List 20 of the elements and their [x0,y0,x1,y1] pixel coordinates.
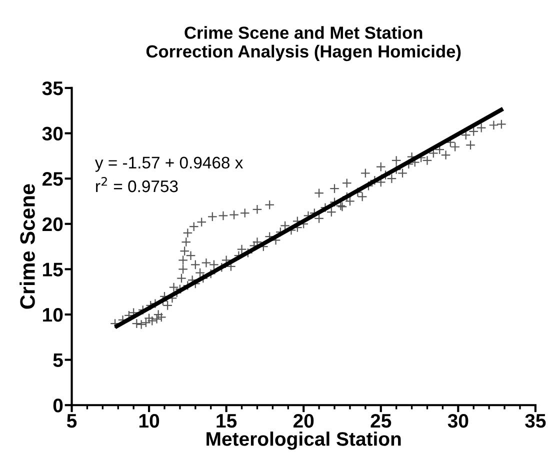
y-tick-label: 15 [43,262,63,276]
y-tick-label: 10 [43,308,63,322]
x-tick-label: 35 [525,414,546,428]
y-tick-label: 5 [53,353,63,368]
y-tick-label: 25 [42,172,63,186]
y-tick-label: 20 [42,217,63,232]
y-tick-label: 0 [53,398,63,412]
x-axis-title: Meterological Station [206,432,401,450]
y-axis-title: Crime Scene [20,184,35,309]
y-tick-label: 35 [42,81,63,96]
x-tick-label: 5 [66,414,77,428]
x-tick-label: 30 [448,414,468,428]
annotation: r$^{2}$ = 0.9753 [96,177,178,192]
y-tick-label: 30 [42,126,63,141]
x-tick-label: 15 [216,414,237,428]
x-tick-label: 25 [370,414,392,428]
annotation: y = -1.57 + 0.9468 x [94,156,244,172]
x-tick-label: 20 [293,414,314,428]
x-tick-label: 10 [139,414,160,428]
chart-title: Crime Scene and Met Station Correction Analysis (Hagen Homicide) [146,26,461,62]
